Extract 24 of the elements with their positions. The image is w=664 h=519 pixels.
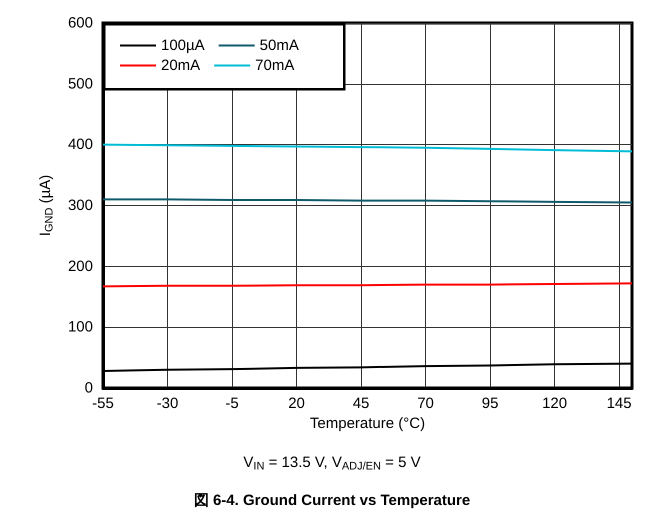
y-tick-label: 400	[68, 136, 93, 154]
x-tick-label: 145	[606, 395, 632, 412]
legend-label: 50mA	[260, 37, 299, 54]
line-series	[102, 144, 633, 152]
y-axis-title: IGND (µA)	[37, 174, 56, 236]
text: 図 6-4. Ground Current vs Temperature	[194, 492, 470, 509]
y-tick-label: 600	[68, 14, 93, 32]
x-tick-label: 95	[482, 395, 498, 412]
x-tick-label: 70	[417, 395, 434, 412]
x-tick-label: -55	[92, 395, 114, 412]
legend-label: 70mA	[255, 57, 294, 74]
x-tick-label: 45	[352, 395, 370, 412]
legend-label: 20mA	[161, 57, 200, 74]
x-tick-label: -30	[156, 395, 178, 412]
y-tick-label: 300	[68, 197, 93, 214]
x-tick-label: 20	[288, 395, 305, 412]
legend-label: 100µA	[161, 37, 205, 54]
x-tick-label: -5	[225, 395, 239, 412]
x-axis-title: Temperature (°C)	[310, 414, 426, 432]
x-tick-label: 120	[542, 395, 568, 412]
y-tick-label: 500	[68, 75, 93, 92]
y-tick-label: 200	[68, 258, 93, 275]
y-tick-label: 0	[84, 380, 93, 396]
y-tick-label: 100	[68, 318, 93, 336]
